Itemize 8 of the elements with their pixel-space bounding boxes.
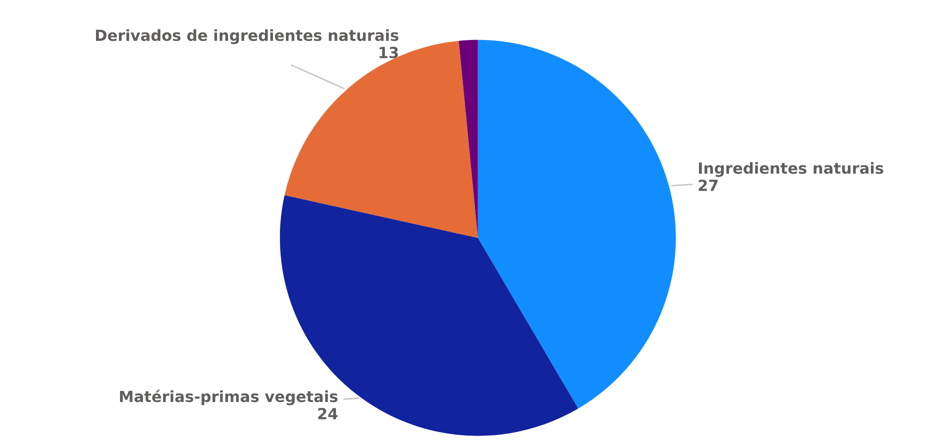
pie-slice <box>478 40 676 409</box>
slice-label: Matérias-primas vegetais <box>120 390 338 406</box>
data-label: 24 <box>318 408 338 420</box>
slice-label: Ingredientes naturais <box>698 162 884 177</box>
slice-label: Derivados de ingredientes naturais <box>96 29 398 44</box>
data-label: 13 <box>380 46 398 58</box>
pie-slice <box>458 40 478 238</box>
data-label: 27 <box>698 180 718 191</box>
